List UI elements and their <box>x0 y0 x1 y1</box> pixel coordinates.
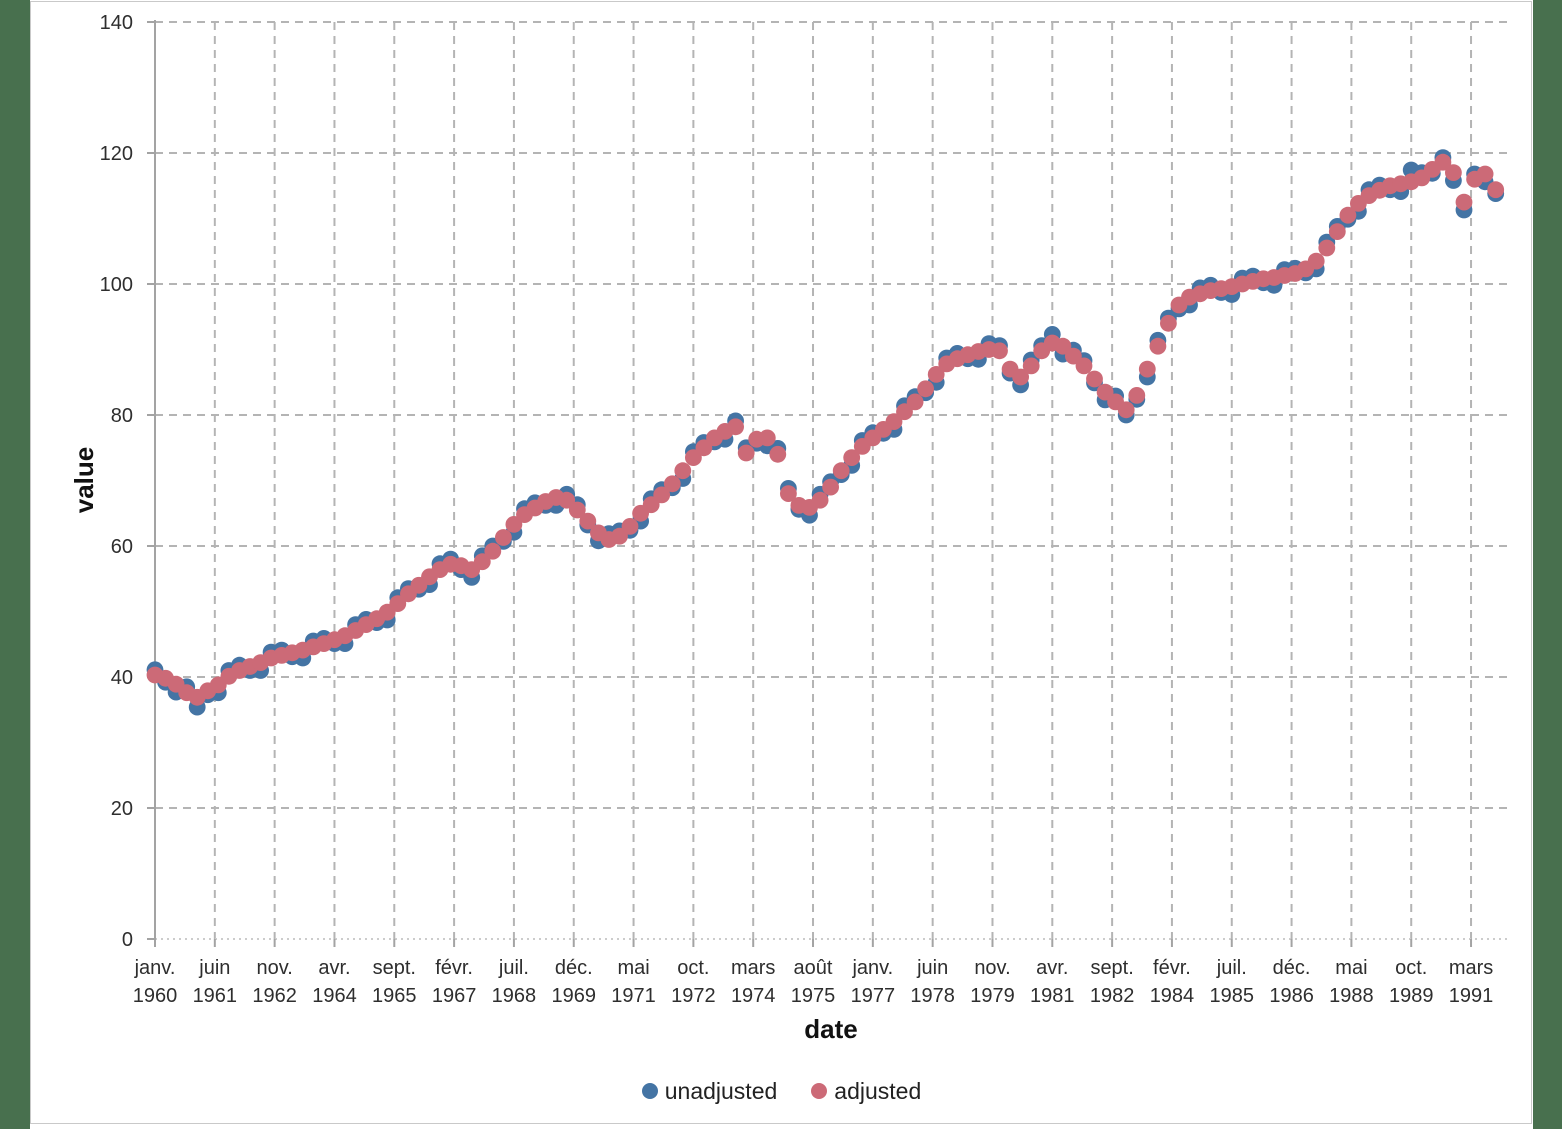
x-tick-label: juil. 1968 <box>492 957 537 1007</box>
x-tick-label: janv. 1960 <box>133 957 178 1007</box>
y-tick-label: 0 <box>122 929 133 951</box>
x-tick-label: juin 1961 <box>193 957 238 1007</box>
y-tick-label: 120 <box>100 143 133 165</box>
x-tick-label: nov. 1962 <box>252 957 297 1007</box>
data-point-adjusted <box>1476 165 1494 183</box>
data-point-adjusted <box>1487 181 1505 199</box>
data-point-adjusted <box>674 462 692 480</box>
legend-label-unadjusted: unadjusted <box>664 1077 778 1104</box>
data-point-adjusted <box>1434 153 1452 171</box>
data-point-adjusted <box>695 439 713 457</box>
data-point-adjusted <box>1138 360 1156 378</box>
unadjusted-series-dot-icon <box>641 1083 658 1099</box>
horizontal-gridlines <box>155 21 1508 809</box>
data-point-adjusted <box>1065 347 1082 365</box>
data-point-adjusted <box>780 485 797 502</box>
x-tick-label: mai 1988 <box>1329 957 1374 1007</box>
data-point-adjusted <box>484 542 502 560</box>
chart-page: janv. 1960 juin 1961 nov. 1962 avr. 1964 sept. 19… <box>30 0 1533 1129</box>
x-tick-label: sept. 1982 <box>1090 957 1135 1007</box>
x-tick-label: avr. 1964 <box>312 957 357 1007</box>
data-points <box>146 149 1505 716</box>
x-tick-label: déc. 1986 <box>1269 957 1314 1007</box>
x-tick-label: mars 1974 <box>731 957 776 1007</box>
y-tick-label: 140 <box>100 12 133 34</box>
x-axis-title: date <box>804 1014 857 1044</box>
data-point-adjusted <box>843 449 861 466</box>
x-tick-label: déc. 1969 <box>551 957 596 1007</box>
legend-label-adjusted: adjusted <box>834 1077 922 1104</box>
data-point-adjusted <box>1096 383 1114 401</box>
y-tick-label: 40 <box>111 667 133 689</box>
y-tick-label: 100 <box>100 274 133 296</box>
y-tick-label: 20 <box>111 798 133 820</box>
data-point-adjusted <box>1075 357 1093 375</box>
data-point-adjusted <box>1128 387 1146 404</box>
data-point-adjusted <box>1339 206 1357 224</box>
data-point-adjusted <box>927 366 945 383</box>
y-tick-labels: 0 20 40 60 80 100 120 140 <box>100 12 133 951</box>
data-point-adjusted <box>473 553 491 571</box>
y-tick-label: 60 <box>111 536 133 558</box>
x-tick-label: août 1975 <box>791 957 836 1007</box>
data-point-adjusted <box>769 445 787 463</box>
data-point-adjusted <box>1455 193 1473 211</box>
data-point-adjusted <box>621 518 639 535</box>
legend-item-unadjusted: unadjusted <box>641 1077 778 1105</box>
legend: unadjusted adjusted <box>30 1076 1533 1106</box>
data-point-adjusted <box>1307 252 1325 270</box>
data-point-adjusted <box>579 512 597 530</box>
x-tick-label: mars 1991 <box>1449 957 1494 1007</box>
x-tick-label: mai 1971 <box>611 957 656 1007</box>
data-point-adjusted <box>727 418 744 436</box>
x-tick-label: oct. 1972 <box>671 957 716 1007</box>
data-point-adjusted <box>1149 337 1167 355</box>
data-point-adjusted <box>653 486 671 504</box>
x-tick-label: janv. 1977 <box>851 957 896 1007</box>
data-point-adjusted <box>991 342 1008 360</box>
scatter-chart: janv. 1960 juin 1961 nov. 1962 avr. 1964 sept. 19… <box>69 12 1508 1044</box>
x-tick-label: oct. 1989 <box>1389 957 1434 1007</box>
data-point-adjusted <box>663 475 681 493</box>
axes <box>147 20 1508 947</box>
data-point-adjusted <box>495 529 512 546</box>
legend-item-adjusted: adjusted <box>811 1078 921 1105</box>
data-point-adjusted <box>1318 239 1336 257</box>
data-point-adjusted <box>1328 223 1346 241</box>
data-point-adjusted <box>885 413 903 430</box>
data-point-adjusted <box>758 429 776 447</box>
x-tick-label: nov. 1979 <box>970 957 1015 1007</box>
y-axis-title: value <box>69 447 99 514</box>
data-point-adjusted <box>568 501 586 519</box>
data-point-adjusted <box>685 449 702 466</box>
data-point-adjusted <box>505 516 523 533</box>
data-point-adjusted <box>896 403 913 421</box>
data-point-adjusted <box>1117 401 1135 419</box>
x-tick-label: juil. 1985 <box>1210 957 1255 1007</box>
data-point-adjusted <box>906 393 924 411</box>
data-point-adjusted <box>822 478 839 496</box>
data-point-adjusted <box>737 444 755 462</box>
data-point-adjusted <box>917 380 934 398</box>
x-tick-label: juin 1978 <box>910 957 955 1007</box>
x-tick-label: avr. 1981 <box>1030 957 1075 1007</box>
adjusted-series-dot-icon <box>811 1083 828 1099</box>
x-tick-label: févr. 1984 <box>1150 957 1195 1007</box>
data-point-adjusted <box>1022 357 1040 375</box>
data-point-adjusted <box>611 527 628 545</box>
x-tick-label: sept. 1965 <box>372 957 417 1007</box>
data-point-adjusted <box>558 491 576 509</box>
data-point-adjusted <box>811 491 829 509</box>
data-point-adjusted <box>1445 164 1462 182</box>
data-point-adjusted <box>1086 370 1103 388</box>
data-point-adjusted <box>1054 337 1072 355</box>
x-tick-labels: janv. 1960 juin 1961 nov. 1962 avr. 1964 sept. 19… <box>133 957 1494 1007</box>
data-point-adjusted <box>389 595 407 612</box>
data-point-adjusted <box>642 496 660 514</box>
data-point-adjusted <box>832 462 850 480</box>
x-tick-label: févr. 1967 <box>432 957 477 1007</box>
data-point-adjusted <box>1012 368 1029 386</box>
y-tick-label: 80 <box>111 405 133 427</box>
data-point-adjusted <box>1160 314 1177 332</box>
